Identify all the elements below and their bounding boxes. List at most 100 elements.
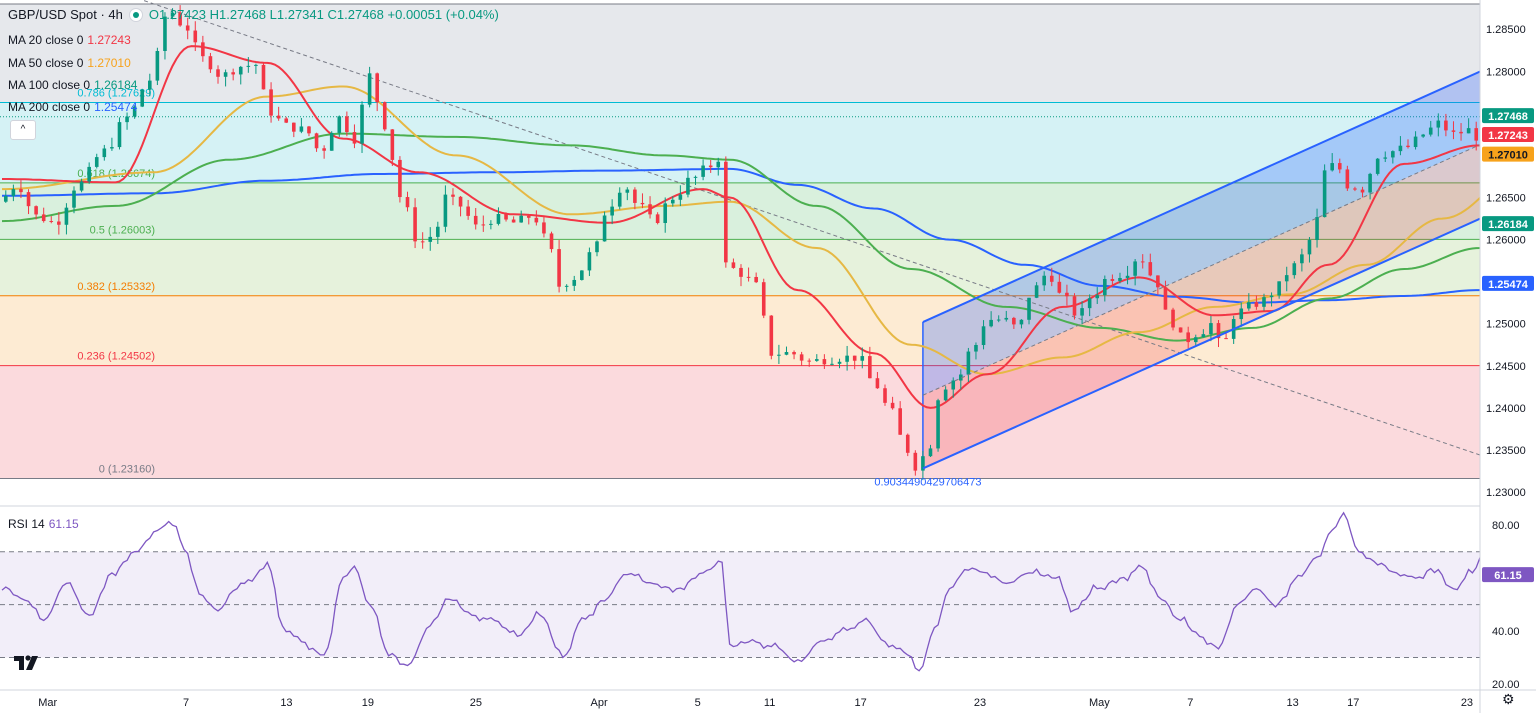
candle-body [1413, 136, 1418, 148]
price-label-bg [1482, 127, 1534, 143]
candle-body [739, 267, 743, 277]
ma100-legend[interactable]: MA 100 close 0 1.26184 [8, 78, 137, 92]
candle-body [1080, 308, 1084, 316]
candle-body [1133, 261, 1137, 276]
candle-body [26, 192, 31, 207]
time-tick-label: 5 [695, 697, 701, 709]
candle-body [1466, 128, 1471, 134]
candle-body [663, 203, 668, 224]
candle-body [1057, 281, 1062, 293]
candle-body [64, 207, 69, 225]
settings-gear-icon[interactable]: ⚙ [1502, 691, 1515, 707]
time-tick-label: Mar [38, 697, 57, 709]
symbol-legend[interactable]: GBP/USD Spot · 4h O1.27423 H1.27468 L1.2… [8, 7, 499, 22]
candle-body [481, 224, 486, 226]
time-tick-label: 25 [470, 697, 482, 709]
candle-body [170, 12, 175, 17]
candle-body [633, 189, 637, 203]
time-tick-label: 23 [974, 697, 986, 709]
rsi-label: RSI 14 [8, 517, 45, 531]
rsi-line [1, 511, 1536, 672]
candle-body [875, 378, 880, 389]
candle-body [117, 122, 122, 148]
candle-body [428, 236, 433, 242]
candle-body [731, 262, 736, 268]
candle-body [405, 197, 410, 208]
candle-body [79, 181, 84, 191]
candle-body [19, 189, 23, 193]
ma50-legend[interactable]: MA 50 close 0 1.27010 [8, 56, 131, 70]
candle-body [1072, 296, 1077, 316]
candle-body [981, 326, 986, 346]
rsi-pane[interactable] [0, 505, 1536, 672]
channel-lower-line [922, 200, 1519, 470]
candle-body [1444, 120, 1448, 131]
candle-body [1383, 157, 1388, 159]
candle-body [1178, 327, 1183, 333]
candle-body [913, 452, 918, 471]
fib-zone [0, 365, 1480, 479]
ma200-legend[interactable]: MA 200 close 0 1.25474 [8, 100, 137, 114]
candle-body [1315, 217, 1319, 241]
candle-body [223, 72, 228, 77]
rsi-legend[interactable]: RSI 14 61.15 [8, 517, 79, 531]
price-tick-label: 1.28500 [1486, 24, 1526, 36]
candle-body [701, 165, 705, 177]
low-value: L1.27341 [269, 7, 324, 22]
candle-body [1353, 188, 1357, 190]
channel-upper-fill [922, 54, 1518, 396]
candle-body [238, 66, 243, 75]
candle-body [87, 166, 91, 182]
time-tick-label: 7 [1187, 697, 1193, 709]
candle-body [1330, 163, 1334, 171]
candle-body [526, 215, 531, 218]
candle-body [1459, 131, 1463, 134]
candle-body [458, 196, 463, 207]
rsi-value: 61.15 [48, 517, 79, 531]
price-tick-label: 1.25000 [1486, 319, 1526, 331]
candle-body [928, 448, 933, 457]
ma-value: 1.25474 [94, 100, 138, 114]
candle-body [1474, 128, 1479, 141]
candle-body [648, 204, 652, 215]
candle-body [1224, 338, 1228, 340]
ma-label: MA 100 close 0 [8, 78, 91, 92]
candle-body [155, 51, 160, 81]
channel-lower-fill [922, 127, 1518, 469]
candle-body [292, 122, 296, 132]
tradingview-logo-icon[interactable] [12, 650, 46, 674]
price-tick-label: 1.24000 [1486, 403, 1526, 415]
candle-body [352, 132, 357, 144]
candle-body [489, 223, 493, 225]
candle-body [883, 388, 887, 403]
candle-body [72, 190, 76, 208]
candle-body [1262, 297, 1266, 307]
candle-body [34, 206, 38, 215]
candle-body [1209, 323, 1213, 335]
candle-body [254, 64, 258, 66]
candle-body [784, 352, 789, 355]
time-tick-label: 7 [183, 697, 189, 709]
candle-body [132, 106, 137, 117]
candle-body [905, 434, 910, 453]
collapse-legend-button[interactable]: ^ [10, 120, 36, 140]
candle-body [1049, 275, 1054, 282]
price-label: 1.27243 [1488, 130, 1528, 142]
time-tick-label: 17 [1347, 697, 1359, 709]
symbol-title[interactable]: GBP/USD Spot · 4h [8, 7, 123, 22]
candle-body [807, 360, 812, 362]
candle-body [496, 214, 501, 224]
candle-body [231, 72, 235, 75]
candle-body [185, 25, 190, 31]
candle-body [1436, 120, 1441, 128]
fib-label: 0 (1.23160) [99, 464, 155, 476]
ma20-legend[interactable]: MA 20 close 0 1.27243 [8, 33, 131, 47]
candle-body [655, 214, 660, 224]
candle-body [504, 214, 508, 220]
fib-label: 0.786 (1.27629) [77, 88, 155, 100]
fib-label: 0.382 (1.25332) [77, 281, 155, 293]
candle-body [996, 319, 1001, 321]
candle-body [443, 194, 448, 227]
